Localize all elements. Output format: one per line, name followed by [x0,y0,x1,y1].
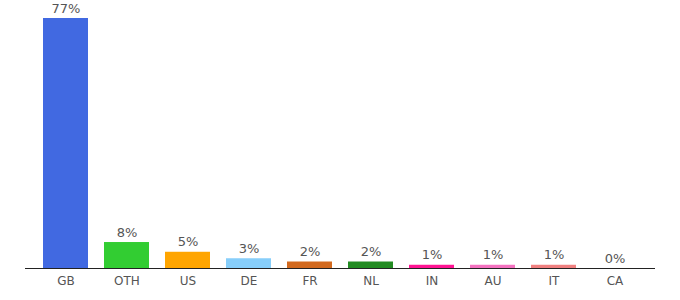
svg-text:2%: 2% [361,244,382,259]
svg-text:1%: 1% [483,247,504,262]
svg-text:NL: NL [363,274,379,288]
svg-text:GB: GB [57,274,75,288]
svg-text:IT: IT [549,274,561,288]
svg-text:2%: 2% [300,244,321,259]
svg-text:77%: 77% [52,1,81,16]
svg-text:0%: 0% [605,251,626,266]
svg-text:OTH: OTH [114,274,140,288]
svg-text:FR: FR [302,274,317,288]
svg-text:IN: IN [426,274,439,288]
svg-text:5%: 5% [178,234,199,249]
svg-text:AU: AU [485,274,502,288]
svg-text:CA: CA [607,274,624,288]
svg-text:1%: 1% [422,247,443,262]
svg-text:3%: 3% [239,241,260,256]
svg-text:DE: DE [241,274,258,288]
svg-text:1%: 1% [544,247,565,262]
svg-text:US: US [180,274,196,288]
svg-text:8%: 8% [117,225,138,240]
